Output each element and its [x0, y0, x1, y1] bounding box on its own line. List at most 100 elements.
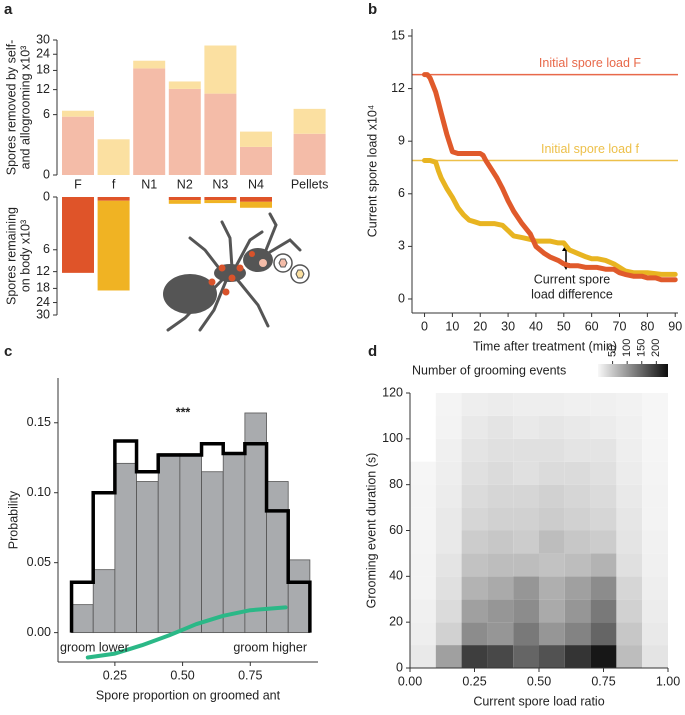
y-tick-label: 18	[36, 63, 50, 77]
heatmap-cell	[539, 530, 565, 554]
heatmap-cell	[616, 599, 643, 623]
heatmap-cell	[539, 599, 565, 623]
colorbar-tick-label: 150	[636, 339, 648, 357]
panel-letter: d	[368, 343, 377, 360]
heatmap-cell	[513, 645, 539, 668]
heatmap-cell	[487, 645, 514, 668]
heatmap-cell	[410, 461, 436, 485]
bar-segment	[240, 201, 272, 208]
y-axis-label: Grooming event duration (s)	[364, 453, 378, 609]
annotation: groom lower	[60, 640, 129, 654]
heatmap-cell	[590, 415, 617, 439]
heatmap-cell	[590, 530, 617, 554]
heatmap-cell	[435, 599, 462, 623]
heatmap-cell	[461, 622, 488, 646]
heatmap-cell	[435, 622, 462, 646]
y-tick-label: 6	[43, 107, 50, 121]
significance: ***	[176, 405, 191, 419]
heatmap-cell	[461, 415, 488, 439]
y-tick-label: 12	[391, 81, 405, 95]
y-tick-label: 6	[398, 186, 405, 200]
heatmap-cell	[539, 553, 565, 577]
y-axis-label: and allogrooming x10³	[18, 46, 32, 170]
heatmap-cell	[616, 530, 643, 554]
colorbar-label: Number of grooming events	[412, 363, 566, 377]
bar-segment	[97, 139, 130, 175]
y-tick-label: 0.05	[27, 555, 51, 569]
histogram-bar	[244, 412, 267, 634]
heatmap-cell	[564, 438, 591, 462]
y-tick-label: 0.15	[27, 415, 51, 429]
heatmap-cell	[642, 461, 668, 485]
heatmap-cell	[487, 484, 514, 508]
y-tick-label: 24	[36, 295, 50, 309]
heatmap-cell	[564, 645, 591, 668]
bar-segment	[133, 60, 166, 69]
heatmap-cell	[513, 599, 539, 623]
heatmap-cell	[642, 553, 668, 577]
x-tick-label: 90	[668, 319, 682, 333]
x-axis-label: Time after treatment (min)	[473, 339, 617, 353]
heatmap-cell	[435, 461, 462, 485]
x-axis-label: Current spore load ratio	[473, 694, 604, 708]
heatmap-cell	[487, 438, 514, 462]
heatmap-cell	[410, 484, 436, 508]
ant-illustration	[163, 212, 310, 332]
y-tick-label: 0.10	[27, 485, 51, 499]
heatmap-cell	[461, 553, 488, 577]
y-tick-label: 0	[398, 291, 405, 305]
heatmap-cell	[564, 599, 591, 623]
heatmap-cell	[513, 622, 539, 646]
y-axis-label: Probability	[6, 490, 20, 549]
y-tick-label: 6	[43, 242, 50, 256]
x-tick-label: 20	[473, 319, 487, 333]
heatmap-cell	[590, 622, 617, 646]
heatmap-cell	[590, 438, 617, 462]
heatmap-cell	[513, 461, 539, 485]
bar-segment	[168, 200, 201, 204]
heatmap-cell	[590, 484, 617, 508]
heatmap-cell	[616, 484, 643, 508]
heatmap-cell	[564, 415, 591, 439]
heatmap-cell	[461, 576, 488, 600]
heatmap-cell	[461, 438, 488, 462]
category-label: Pellets	[291, 177, 329, 191]
bar-segment	[62, 116, 94, 175]
x-tick-label: 0.75	[591, 674, 615, 688]
bar-segment	[204, 197, 237, 201]
heatmap-cell	[461, 484, 488, 508]
y-tick-label: 30	[36, 307, 50, 321]
histogram-bar	[92, 569, 116, 634]
bar-segment	[204, 93, 237, 175]
annotation: Current spore	[534, 272, 610, 286]
bar-segment	[97, 197, 130, 201]
y-tick-label: 0	[43, 167, 50, 181]
heatmap-cell	[564, 622, 591, 646]
y-tick-label: 24	[36, 47, 50, 61]
heatmap-cell	[590, 507, 617, 531]
histogram-bar	[179, 453, 202, 634]
heatmap-cell	[539, 576, 565, 600]
category-label: N3	[212, 177, 228, 191]
y-tick-label: 0	[396, 660, 403, 674]
reference-label: Initial spore load f	[541, 142, 640, 156]
x-tick-label: 70	[613, 319, 627, 333]
y-axis-label: Spores remaining	[4, 207, 18, 305]
heatmap-cell	[487, 393, 514, 416]
bar-segment	[293, 133, 326, 175]
heatmap-cell	[564, 576, 591, 600]
x-tick-label: 0.50	[527, 674, 551, 688]
histogram-bar	[136, 481, 159, 634]
y-tick-label: 60	[389, 523, 403, 537]
heatmap-cell	[642, 599, 668, 623]
heatmap-cell	[435, 530, 462, 554]
bar-segment	[240, 197, 272, 202]
heatmap-cell	[616, 645, 643, 668]
colorbar-tick-label: 50	[606, 345, 618, 357]
x-tick-label: 0.75	[238, 668, 262, 682]
heatmap-cell	[487, 530, 514, 554]
x-tick-label: 0.50	[170, 668, 194, 682]
heatmap-cell	[564, 553, 591, 577]
heatmap-cell	[539, 484, 565, 508]
